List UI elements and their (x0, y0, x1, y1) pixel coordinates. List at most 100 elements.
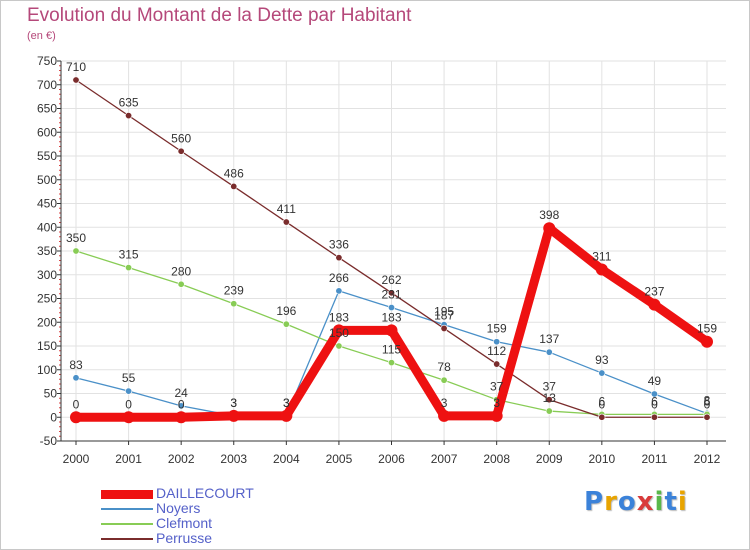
y-tick-label--50: -50 (40, 434, 58, 448)
logo-letter: P (584, 487, 605, 517)
data-label-noyers-2000: 83 (69, 358, 83, 372)
legend-label-perrusse: Perrusse (156, 530, 213, 546)
data-label-perrusse-2005: 336 (329, 238, 349, 252)
data-label-noyers-2008: 159 (487, 322, 507, 336)
grid-lines (61, 60, 726, 442)
point-noyers-2005 (335, 287, 343, 295)
point-clefmont-2000 (72, 247, 80, 255)
x-tick-label-2006: 2006 (378, 452, 405, 466)
point-perrusse-2002 (177, 147, 185, 155)
y-tick-label-450: 450 (37, 197, 57, 211)
data-label-daillecourt-2009: 398 (539, 208, 559, 222)
point-daillecourt-2004 (280, 409, 293, 422)
point-perrusse-2005 (335, 254, 343, 262)
x-tick-label-2001: 2001 (115, 452, 142, 466)
point-perrusse-2007 (440, 324, 448, 332)
legend-swatch-clefmont (101, 523, 153, 525)
point-noyers-2000 (72, 374, 80, 382)
data-label-clefmont-2003: 239 (224, 284, 244, 298)
point-perrusse-2001 (125, 112, 133, 120)
data-label-daillecourt-2004: 3 (283, 396, 290, 410)
data-label-clefmont-2005: 150 (329, 326, 349, 340)
logo-letter: i (654, 487, 665, 517)
point-clefmont-2009 (545, 407, 553, 415)
point-clefmont-2006 (387, 359, 395, 367)
data-label-clefmont-2012: 6 (704, 394, 711, 408)
y-tick-label-50: 50 (44, 387, 58, 401)
data-label-perrusse-2004: 411 (277, 202, 296, 216)
data-label-clefmont-2006: 115 (382, 343, 401, 357)
point-perrusse-2010 (598, 413, 606, 421)
point-clefmont-2003 (230, 300, 238, 308)
legend-swatch-daillecourt (101, 489, 153, 499)
data-label-noyers-2002: 24 (174, 386, 188, 400)
data-label-perrusse-2001: 635 (119, 96, 139, 110)
chart-unit-label: (en €) (27, 30, 56, 42)
data-label-noyers-2007: 195 (434, 305, 454, 319)
data-label-noyers-2010: 93 (595, 353, 609, 367)
point-perrusse-2009 (545, 396, 553, 404)
legend-item-clefmont: Clefmont (101, 516, 321, 531)
point-daillecourt-2001 (122, 411, 135, 424)
data-label-noyers-2011: 49 (648, 374, 662, 388)
x-tick-label-2011: 2011 (642, 452, 668, 466)
legend-label-clefmont: Clefmont (156, 515, 213, 531)
y-tick-label-650: 650 (37, 102, 57, 116)
y-tick-label-600: 600 (37, 125, 57, 139)
point-noyers-2010 (598, 369, 606, 377)
y-tick-label-0: 0 (50, 410, 57, 424)
data-label-perrusse-2011: 0 (651, 397, 658, 411)
logo-letter: i (677, 487, 688, 517)
x-tick-label-2009: 2009 (536, 452, 563, 466)
legend-item-daillecourt: DAILLECOURT (101, 486, 321, 501)
data-label-perrusse-2008: 112 (487, 344, 506, 358)
data-label-daillecourt-2000: 0 (73, 397, 80, 411)
point-daillecourt-2007 (438, 409, 451, 422)
axes (57, 60, 726, 445)
point-perrusse-2006 (387, 289, 395, 297)
point-clefmont-2007 (440, 376, 448, 384)
data-label-clefmont-2001: 315 (119, 248, 139, 262)
point-daillecourt-2008 (490, 409, 503, 422)
x-tick-label-2007: 2007 (431, 452, 458, 466)
legend-label-noyers: Noyers (156, 500, 201, 516)
data-label-clefmont-2000: 350 (66, 231, 86, 245)
data-label-clefmont-2008: 37 (490, 380, 504, 394)
data-label-daillecourt-2001: 0 (125, 397, 132, 411)
point-daillecourt-2009 (543, 222, 556, 235)
y-tick-label-250: 250 (37, 292, 57, 306)
data-label-perrusse-2000: 710 (66, 60, 86, 74)
logo-letter: x (636, 487, 655, 517)
x-tick-label-2012: 2012 (694, 452, 721, 466)
y-tick-label-150: 150 (37, 339, 57, 353)
point-noyers-2002 (177, 402, 185, 410)
data-label-noyers-2003: 3 (230, 396, 237, 410)
x-tick-label-2010: 2010 (588, 452, 615, 466)
data-label-daillecourt-2002: 0 (178, 397, 185, 411)
data-label-clefmont-2007: 78 (437, 360, 451, 374)
point-noyers-2006 (387, 304, 395, 312)
data-label-daillecourt-2008: 3 (493, 396, 500, 410)
data-label-noyers-2009: 137 (539, 332, 559, 346)
point-noyers-2011 (650, 390, 658, 398)
point-clefmont-2004 (282, 320, 290, 328)
point-perrusse-2011 (650, 413, 658, 421)
data-label-daillecourt-2011: 237 (644, 285, 664, 299)
legend-item-perrusse: Perrusse (101, 531, 321, 546)
y-tick-label-300: 300 (37, 268, 57, 282)
point-daillecourt-2010 (595, 263, 608, 276)
point-clefmont-2001 (125, 264, 133, 272)
y-tick-label-700: 700 (37, 78, 57, 92)
point-daillecourt-2005 (332, 324, 345, 337)
data-label-perrusse-2002: 560 (171, 131, 191, 145)
y-tick-label-550: 550 (37, 149, 57, 163)
proxiti-logo: Proxiti (584, 487, 688, 517)
point-perrusse-2012 (703, 413, 711, 421)
data-label-clefmont-2004: 196 (276, 304, 296, 318)
data-label-clefmont-2009: 13 (543, 391, 557, 405)
data-label-perrusse-2007: 187 (434, 308, 454, 322)
point-daillecourt-2011 (648, 298, 661, 311)
